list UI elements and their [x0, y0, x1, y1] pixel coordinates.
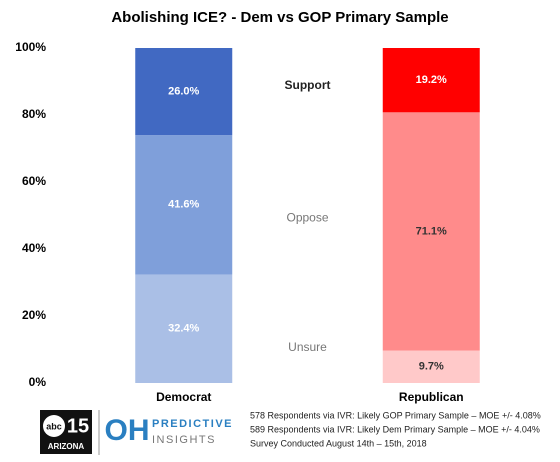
series-label: Oppose — [286, 210, 328, 224]
value-label: 26.0% — [168, 85, 199, 97]
logo-text: abc — [46, 421, 62, 431]
y-tick-label: 0% — [29, 375, 47, 389]
logo-text: OH — [105, 414, 150, 447]
logo-text: ARIZONA — [48, 442, 85, 451]
y-tick-label: 100% — [15, 40, 46, 54]
value-label: 41.6% — [168, 199, 199, 211]
bar-segment — [382, 48, 480, 113]
chart-title: Abolishing ICE? - Dem vs GOP Primary Sam… — [111, 9, 448, 26]
note: 589 Respondents via IVR: Likely Dem Prim… — [250, 424, 540, 434]
y-tick-label: 60% — [22, 174, 46, 188]
series-label: Unsure — [288, 340, 327, 354]
value-label: 9.7% — [419, 361, 444, 373]
bar-segment — [382, 112, 480, 351]
y-tick-label: 20% — [22, 308, 46, 322]
value-label: 19.2% — [416, 74, 447, 86]
series-label: Support — [285, 78, 331, 92]
note: 578 Respondents via IVR: Likely GOP Prim… — [250, 410, 541, 420]
bar-segment — [382, 350, 480, 383]
y-tick-label: 40% — [22, 241, 46, 255]
bar-segment — [135, 135, 233, 275]
bar-segment — [135, 274, 233, 383]
logo-text: PREDICTIVE — [152, 418, 233, 430]
bar-segment — [135, 48, 233, 136]
value-label: 32.4% — [168, 323, 199, 335]
logo-text: 15 — [67, 415, 89, 437]
note: Survey Conducted August 14th – 15th, 201… — [250, 438, 427, 448]
value-label: 71.1% — [416, 225, 447, 237]
logo-circle — [43, 415, 65, 437]
x-tick-label: Democrat — [156, 390, 211, 404]
x-tick-label: Republican — [399, 390, 464, 404]
abc-logo: abc 15 ARIZONA — [40, 410, 92, 454]
y-tick-label: 80% — [22, 107, 46, 121]
logo-text: INSIGHTS — [152, 434, 216, 446]
